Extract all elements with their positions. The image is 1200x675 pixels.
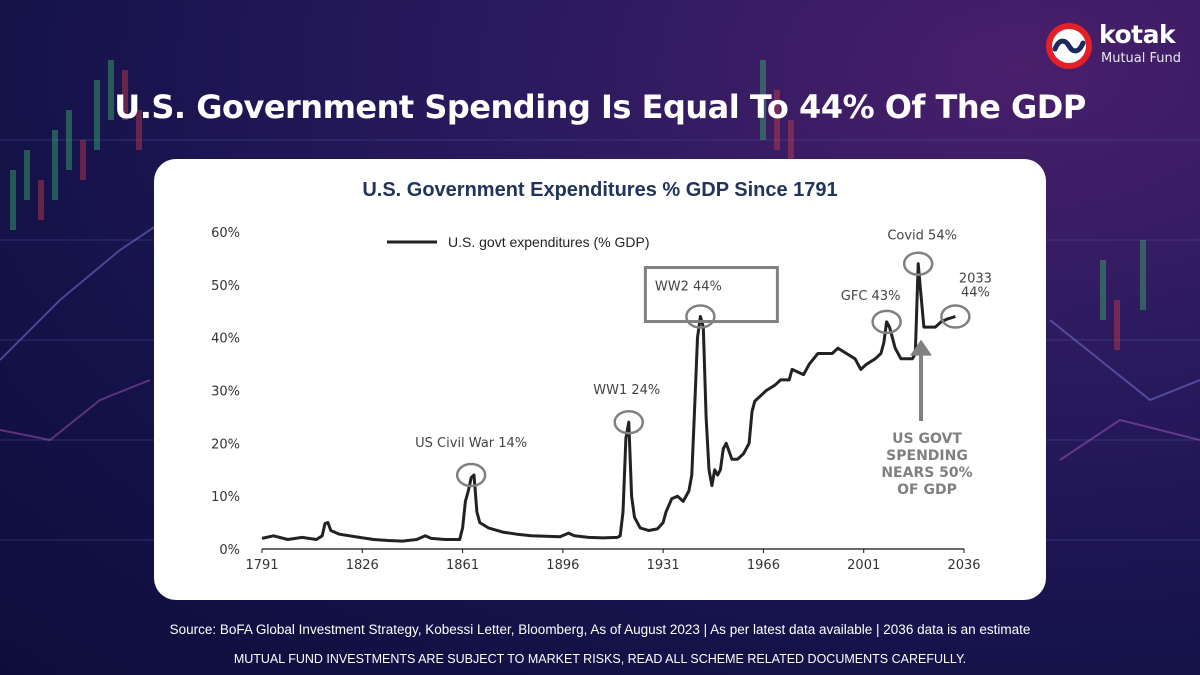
y-tick-label: 50% — [211, 279, 240, 294]
series-line-govt-expenditures — [261, 262, 956, 543]
annotation-circle — [455, 462, 487, 488]
callout-text: NEARS 50% — [881, 465, 972, 481]
kotak-logo-mark-icon — [1046, 23, 1092, 69]
y-tick-label: 10% — [211, 490, 240, 505]
slide-title: U.S. Government Spending Is Equal To 44%… — [114, 88, 1086, 126]
chart-title: U.S. Government Expenditures % GDP Since… — [362, 179, 838, 201]
chart-card: 0% 10% 20% 30% 40% 50% 60% 1791 1826 1861 1896 1931… — [154, 159, 1046, 600]
annotation-label: US Civil War 14% — [415, 436, 527, 451]
y-tick-label: 40% — [211, 332, 240, 347]
brand-name: kotak — [1099, 20, 1176, 49]
expenditure-chart: 0% 10% 20% 30% 40% 50% 60% 1791 1826 1861 1896 1931… — [211, 226, 992, 573]
x-tick-label: 1826 — [346, 558, 379, 573]
source-note: Source: BoFA Global Investment Strategy,… — [169, 622, 1031, 637]
x-tick-label: 1931 — [647, 558, 680, 573]
x-tick-label: 1966 — [747, 558, 780, 573]
kotak-logo: kotak Mutual Fund — [1045, 20, 1195, 72]
annotation-box — [643, 266, 779, 324]
annotation-label: 2033 — [959, 272, 992, 287]
x-tick-label: 1896 — [546, 558, 579, 573]
annotation-label: WW2 44% — [655, 280, 722, 295]
y-tick-label: 30% — [211, 385, 240, 400]
annotation-circle — [613, 409, 645, 435]
annotation-circle — [902, 251, 934, 276]
callout-text: OF GDP — [897, 482, 957, 498]
callout-text: US GOVT — [892, 431, 962, 447]
x-tick-label: 1791 — [245, 558, 278, 573]
legend-label: U.S. govt expenditures (% GDP) — [448, 234, 650, 250]
brand-subtitle: Mutual Fund — [1101, 51, 1181, 66]
annotation-label: Covid 54% — [887, 229, 957, 244]
callout-arrow-head-icon — [910, 339, 933, 356]
annotation-label: GFC 43% — [841, 289, 901, 304]
annotation-circle — [940, 304, 971, 329]
y-tick-label: 0% — [219, 543, 240, 558]
callout-text: SPENDING — [886, 448, 968, 464]
y-tick-label: 20% — [211, 437, 240, 452]
annotation-label: 44% — [961, 286, 990, 301]
annotation-circle — [685, 304, 716, 329]
x-tick-label: 2001 — [847, 558, 880, 573]
disclaimer: MUTUAL FUND INVESTMENTS ARE SUBJECT TO M… — [233, 652, 967, 666]
annotation-circle — [871, 309, 902, 335]
annotation-label: WW1 24% — [593, 383, 660, 398]
x-tick-label: 2036 — [947, 558, 980, 573]
x-tick-label: 1861 — [446, 558, 479, 573]
y-tick-label: 60% — [211, 226, 240, 241]
